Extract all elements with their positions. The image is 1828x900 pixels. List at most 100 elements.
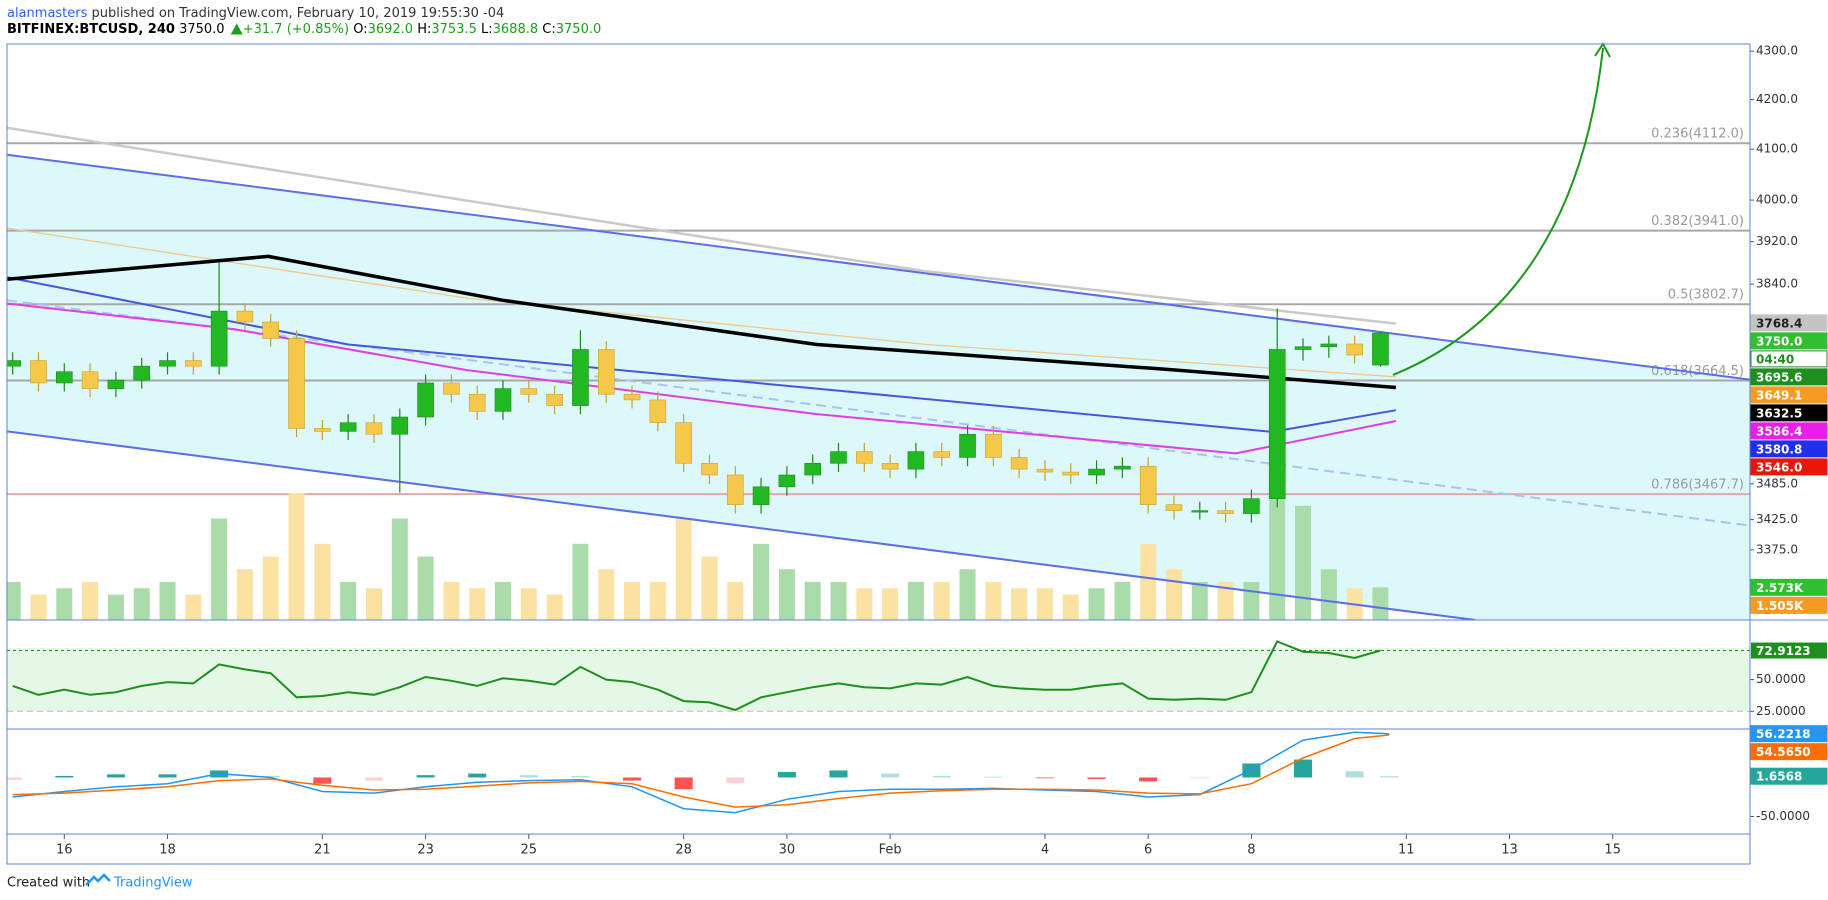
volume-bar — [262, 556, 279, 620]
volume-bar — [82, 581, 99, 620]
candle-body — [649, 399, 667, 424]
volume-bar — [624, 581, 641, 620]
candle-body — [391, 416, 409, 435]
change: +31.7 (+0.85%) — [243, 22, 349, 37]
publish-line: alanmasters published on TradingView.com… — [7, 6, 504, 21]
volume-bar — [1320, 569, 1337, 620]
y-tick-label: 25.0000 — [1756, 704, 1806, 718]
macd-histogram-bar — [1345, 771, 1364, 778]
price-tag-label: 72.9123 — [1756, 644, 1811, 658]
h-val: 3753.5 — [431, 22, 477, 37]
volume-bar — [107, 594, 124, 620]
y-tick-label: 4100.0 — [1756, 142, 1798, 156]
y-tick-label: 3920.0 — [1756, 234, 1798, 248]
price-tag — [1750, 578, 1828, 596]
macd-histogram-bar — [932, 775, 951, 778]
c-key: C: — [542, 22, 555, 37]
y-tick-label: 3485.0 — [1756, 476, 1798, 490]
price-tag-label: 3580.8 — [1756, 442, 1802, 456]
candle-body — [133, 365, 151, 381]
symbol-line: BITFINEX:BTCUSD, 240 3750.0 +31.7 (+0.85… — [7, 22, 601, 37]
price-tag — [1750, 422, 1828, 440]
macd-histogram-bar — [55, 775, 74, 778]
price-tag-label: 56.2218 — [1756, 727, 1811, 741]
volume-bar — [520, 588, 537, 620]
candle-body — [907, 451, 925, 470]
volume-bar — [7, 581, 21, 620]
x-tick-label: 4 — [1041, 843, 1049, 858]
price-pane: 0.236(4112.0)0.382(3941.0)0.5(3802.7)0.6… — [7, 126, 1750, 620]
macd-histogram-bar — [7, 777, 22, 780]
volume-bar — [778, 569, 795, 620]
author: alanmasters — [7, 6, 88, 21]
volume-bar — [753, 543, 770, 620]
candle-body — [262, 321, 280, 339]
volume-bar — [649, 581, 666, 620]
moving-average — [7, 126, 1397, 325]
candle-body — [726, 474, 744, 505]
x-tick-label: 28 — [675, 843, 692, 858]
o-val: 3692.0 — [368, 22, 414, 37]
macd-histogram-bar — [1380, 776, 1399, 778]
footer-brand[interactable]: TradingView — [113, 876, 193, 891]
candle-body — [1320, 343, 1338, 348]
price-tag-label: 3632.5 — [1756, 406, 1802, 420]
rsi-pane — [7, 640, 1750, 712]
symbol: BITFINEX:BTCUSD, 240 — [7, 22, 175, 37]
l-val: 3688.8 — [493, 22, 539, 37]
macd-histogram-bar — [777, 772, 796, 778]
volume-bar — [30, 594, 47, 620]
x-tick-label: 6 — [1144, 843, 1152, 858]
price-tag — [1750, 725, 1828, 743]
volume-bar — [1165, 569, 1182, 620]
candle-body — [1268, 349, 1286, 499]
volume-bar — [727, 581, 744, 620]
candle-body — [1062, 471, 1080, 476]
x-tick-label: 8 — [1247, 843, 1255, 858]
moving-average — [7, 227, 1396, 378]
price-tag — [1750, 332, 1828, 350]
macd-histogram-bar — [1035, 777, 1054, 779]
y-tick-label: 3840.0 — [1756, 277, 1798, 291]
price-tag — [1750, 368, 1828, 386]
macd-histogram-bar — [364, 777, 384, 781]
price-tag-label: 3546.0 — [1756, 460, 1802, 474]
candle-body — [159, 360, 176, 367]
candle-body — [7, 360, 21, 367]
macd-histogram-bar — [261, 775, 280, 778]
rsi-band — [7, 647, 1750, 712]
volume-bar — [1011, 588, 1028, 620]
candle-body — [1036, 468, 1054, 473]
volume-bar — [495, 581, 512, 620]
price-tag-label: 3649.1 — [1756, 388, 1802, 402]
price-tag — [1750, 440, 1828, 458]
candle-body — [443, 382, 460, 395]
volume-bar — [1372, 587, 1389, 620]
price-tag-label: 2.573K — [1756, 581, 1804, 595]
rsi-line — [12, 640, 1381, 712]
x-tick-label: 15 — [1604, 843, 1621, 858]
price-tag — [1750, 596, 1828, 614]
x-tick-label: 13 — [1501, 843, 1518, 858]
macd-histogram-bar — [519, 775, 538, 778]
macd-histogram-bar — [623, 777, 642, 781]
candle-body — [1294, 346, 1312, 350]
candle-body — [1139, 465, 1157, 505]
volume-bar — [1088, 588, 1105, 620]
candle-body — [417, 382, 434, 418]
macd-histogram-bar — [313, 777, 332, 784]
candle-body — [1191, 510, 1209, 513]
volume-bar — [1140, 543, 1157, 620]
published: published on TradingView.com, February 1… — [92, 6, 505, 21]
x-tick-label: 25 — [521, 843, 538, 858]
projection-arrow — [1392, 47, 1604, 376]
candle-body — [597, 349, 615, 395]
macd-histogram-bar — [829, 770, 848, 778]
volume-bar — [1191, 581, 1208, 620]
fib-label: 0.786(3467.7) — [1651, 478, 1744, 493]
candle-body — [1346, 343, 1363, 356]
volume-bar — [469, 588, 486, 620]
up-arrow-icon — [230, 23, 243, 35]
brand-logo — [85, 873, 111, 886]
candle-body — [881, 462, 899, 470]
